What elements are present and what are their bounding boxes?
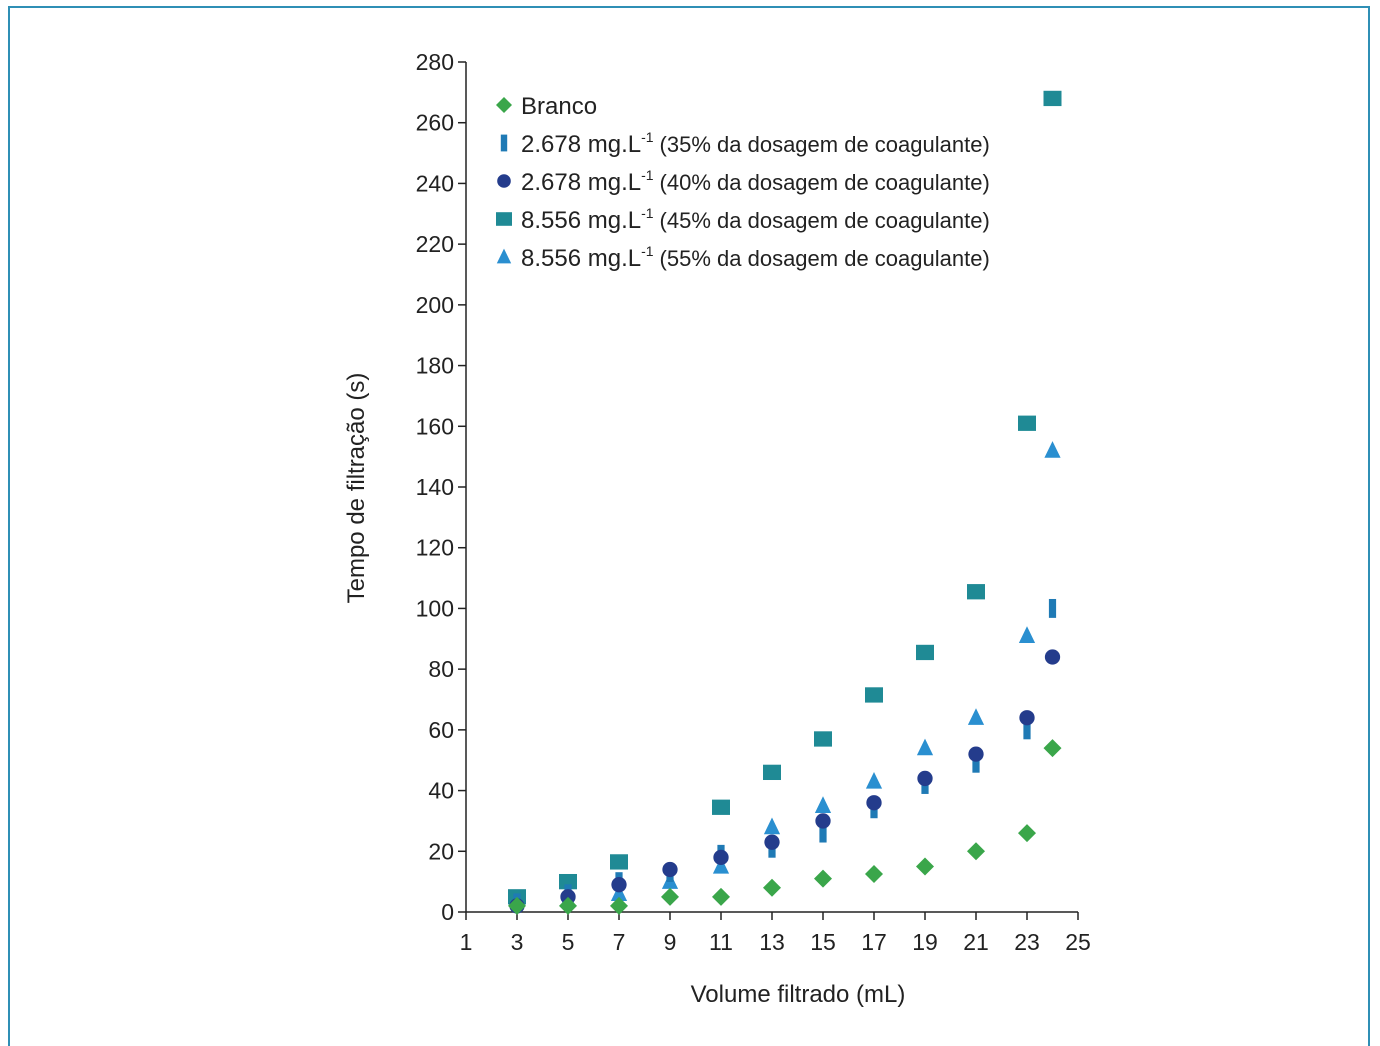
x-tick-label: 19 [912,929,938,955]
data-point-bar [819,823,827,843]
data-point-diamond [661,887,679,906]
data-point-diamond [916,857,934,876]
data-point-diamond [1043,739,1062,758]
data-point-triangle [1018,626,1036,643]
data-point-triangle [610,884,628,901]
data-point-circle [713,849,729,866]
data-point-circle [560,889,576,905]
y-tick-label: 0 [441,899,454,925]
data-point-diamond [610,896,628,915]
legend-marker-diamond [496,97,512,113]
data-point-diamond [814,869,832,888]
x-tick-label: 3 [511,929,524,955]
data-point-triangle [1044,441,1061,458]
figure-frame [8,6,1370,1046]
y-tick-label: 20 [428,838,454,864]
data-point-diamond [865,865,883,884]
data-point-triangle [712,857,730,874]
data-point-triangle [916,738,934,756]
data-point-diamond [967,842,985,861]
data-point-circle [611,877,627,893]
y-tick-label: 160 [416,413,454,439]
data-point-bar [1048,598,1057,618]
data-point-square [763,764,781,781]
data-point-circle [815,813,831,829]
y-tick-label: 140 [416,474,454,500]
legend-marker-bar [500,134,508,152]
x-tick-label: 23 [1014,929,1040,955]
data-point-square [967,584,985,600]
data-point-circle [662,861,678,878]
x-tick-label: 7 [613,929,626,955]
axes: 0 20 40 60 80 100 120 140 160 180 200 220 240 260 280 1… [416,49,1091,955]
legend-item: 8.556 mg.L-1 (45% da dosagem de coagulant… [496,205,990,234]
y-tick-label: 280 [416,49,454,75]
data-point-triangle [763,817,781,835]
data-point-square [865,687,883,703]
data-point-square [1018,415,1036,431]
legend-item: 2.678 mg.L-1 (35% da dosagem de coagulant… [500,129,990,158]
data-point-bar [1023,720,1031,740]
legend: Branco 2.678 mg.L-1 (35% da dosagem de coa… [496,93,990,272]
y-tick-label: 260 [416,110,454,136]
y-tick-label: 100 [416,595,454,621]
data-point-circle [764,834,780,850]
data-point-triangle [967,708,985,725]
y-tick-label: 40 [428,778,454,804]
x-tick-label: 21 [963,929,989,955]
x-tick-label: 25 [1065,929,1091,955]
x-tick-label: 1 [460,929,473,955]
legend-item: Branco [496,93,597,120]
data-point-diamond [508,896,526,915]
data-point-square [559,873,577,890]
x-tick-label: 5 [562,929,575,955]
data-point-square [916,644,934,661]
data-point-diamond [1018,824,1036,843]
legend-item: 2.678 mg.L-1 (40% da dosagem de coagulant… [497,167,990,196]
legend-marker-circle [497,174,511,188]
y-tick-label: 60 [428,717,454,743]
data-marks [508,90,1062,915]
x-tick-label: 17 [861,929,887,955]
x-tick-label: 15 [810,929,836,955]
y-tick-label: 120 [416,535,454,561]
y-tick-label: 200 [416,292,454,318]
data-point-circle [968,746,984,762]
legend-label: 8.556 mg.L-1 (55% da dosagem de coagulant… [521,243,990,272]
data-point-bar [972,753,980,773]
x-axis-title: Volume filtrado (mL) [691,981,906,1008]
x-tick-label: 11 [709,929,733,955]
data-point-square [610,854,628,870]
data-point-triangle [865,772,883,789]
y-axis-title: Tempo de filtração (s) [343,373,370,604]
data-point-circle [1044,649,1061,665]
x-tick-label: 9 [664,929,677,955]
y-tick-label: 220 [416,231,454,257]
data-point-circle [866,795,882,811]
legend-marker-square [496,212,512,226]
data-point-circle [917,770,933,787]
data-point-diamond [712,887,730,906]
legend-marker-triangle [496,248,512,264]
data-point-square [712,799,730,815]
legend-label: 8.556 mg.L-1 (45% da dosagem de coagulant… [521,205,990,234]
data-point-diamond [559,896,577,915]
data-point-triangle [814,796,832,813]
y-tick-label: 80 [428,656,454,682]
legend-label: 2.678 mg.L-1 (35% da dosagem de coagulant… [521,129,990,158]
legend-label: Branco [521,93,597,120]
data-point-circle [1019,710,1035,726]
data-point-square [1043,90,1062,107]
y-tick-label: 180 [416,353,454,379]
legend-label: 2.678 mg.L-1 (40% da dosagem de coagulant… [521,167,990,196]
data-point-diamond [763,878,781,897]
y-tick-label: 240 [416,170,454,196]
x-tick-label: 13 [759,929,785,955]
data-point-square [814,731,832,747]
legend-item: 8.556 mg.L-1 (55% da dosagem de coagulant… [496,243,990,272]
